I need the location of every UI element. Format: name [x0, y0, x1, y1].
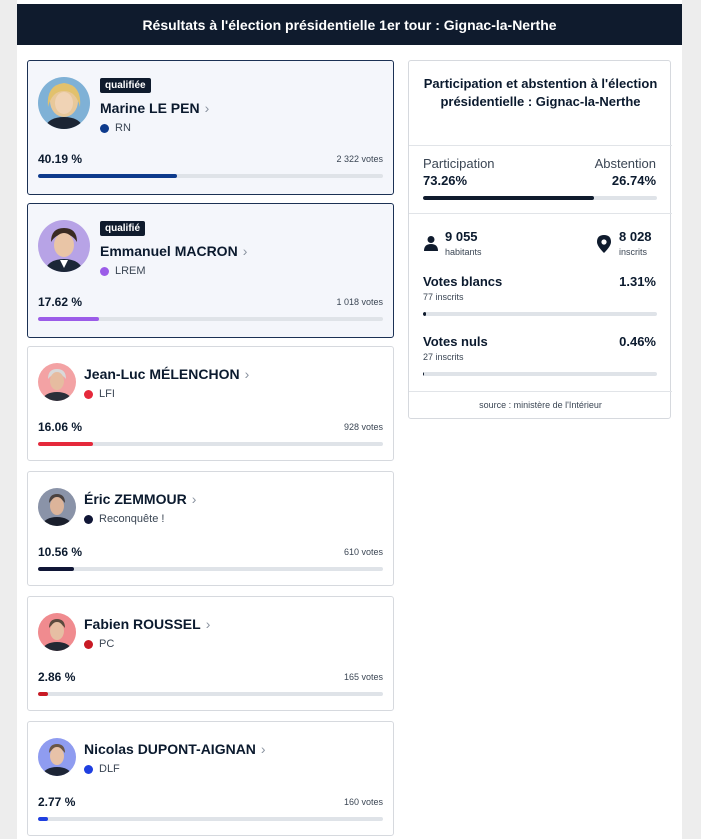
votes-nuls-label: Votes nuls: [423, 334, 488, 349]
habitants-value: 9 055: [445, 229, 478, 244]
party-color-dot: [84, 514, 93, 524]
candidate-party: RN: [100, 122, 131, 134]
candidate-photo: [38, 488, 76, 526]
chevron-right-icon: ›: [204, 100, 210, 116]
party-color-dot: [84, 764, 93, 774]
candidate-photo: [38, 738, 76, 776]
result-bar: [38, 692, 383, 696]
candidate-party: LFI: [84, 388, 115, 400]
chevron-right-icon: ›: [205, 616, 211, 632]
party-color-dot: [84, 639, 93, 649]
divider: [409, 213, 672, 214]
candidate-name[interactable]: Éric ZEMMOUR ›: [84, 491, 197, 507]
results-page: Résultats à l'élection présidentielle 1e…: [17, 0, 682, 839]
inscrits-label: inscrits: [619, 247, 648, 257]
candidate-votes: 928 votes: [343, 422, 383, 432]
result-bar-fill: [38, 442, 94, 446]
candidate-party: LREM: [100, 265, 146, 277]
candidate-votes: 165 votes: [343, 672, 383, 682]
result-bar-fill: [38, 567, 75, 571]
candidate-name[interactable]: Marine LE PEN ›: [100, 100, 210, 116]
chevron-right-icon: ›: [242, 243, 248, 259]
result-bar-fill: [38, 817, 48, 821]
divider: [409, 391, 672, 392]
result-bar: [38, 174, 383, 178]
location-pin-icon: [597, 235, 611, 253]
result-bar: [38, 442, 383, 446]
votes-blancs-bar: [423, 312, 657, 316]
votes-blancs-label: Votes blancs: [423, 274, 503, 289]
inscrits-value: 8 028: [619, 229, 652, 244]
divider: [409, 145, 672, 146]
votes-blancs-bar-fill: [423, 312, 427, 316]
result-bar: [38, 567, 383, 571]
votes-blancs-value: 1.31%: [619, 274, 656, 289]
result-bar-fill: [38, 692, 48, 696]
candidate-name[interactable]: Fabien ROUSSEL ›: [84, 616, 211, 632]
participation-label: Participation: [423, 156, 495, 171]
candidate-photo: [38, 220, 90, 272]
candidate-votes: 610 votes: [343, 547, 383, 557]
party-color-dot: [84, 389, 93, 399]
result-bar: [38, 317, 383, 321]
candidate-card-melenchon[interactable]: Jean-Luc MÉLENCHON › LFI 16.06 % 928 vote…: [27, 346, 394, 461]
candidate-name[interactable]: Jean-Luc MÉLENCHON ›: [84, 366, 250, 382]
party-color-dot: [100, 123, 109, 133]
candidate-percent: 17.62 %: [38, 295, 83, 309]
candidate-card-zemmour[interactable]: Éric ZEMMOUR › Reconquête ! 10.56 % 610 v…: [27, 471, 394, 586]
party-color-dot: [100, 266, 109, 276]
candidate-votes: 1 018 votes: [336, 297, 383, 307]
source-note: source : ministère de l'Intérieur: [479, 400, 602, 410]
chevron-right-icon: ›: [191, 491, 197, 507]
participation-value: 73.26%: [423, 173, 468, 188]
qualified-badge: qualifié: [100, 221, 146, 236]
votes-blancs-inscrits: 77 inscrits: [423, 292, 464, 302]
candidate-votes: 2 322 votes: [336, 154, 383, 164]
participation-panel: Participation et abstention à l'élection…: [408, 60, 672, 419]
candidate-photo: [38, 77, 90, 129]
participation-bar-fill: [423, 196, 595, 200]
candidate-percent: 10.56 %: [38, 545, 83, 559]
participation-title: Participation et abstention à l'élection…: [423, 76, 658, 109]
candidate-party: Reconquête !: [84, 513, 164, 525]
candidate-card-macron[interactable]: qualifié Emmanuel MACRON › LREM 17.62 % 1…: [27, 203, 394, 338]
candidate-card-roussel[interactable]: Fabien ROUSSEL › PC 2.86 % 165 votes: [27, 596, 394, 711]
page-title: Résultats à l'élection présidentielle 1e…: [142, 16, 557, 33]
candidate-percent: 16.06 %: [38, 420, 83, 434]
candidate-photo: [38, 363, 76, 401]
result-bar-fill: [38, 317, 99, 321]
votes-nuls-value: 0.46%: [619, 334, 656, 349]
candidate-votes: 160 votes: [343, 797, 383, 807]
abstention-value: 26.74%: [611, 173, 656, 188]
chevron-right-icon: ›: [244, 366, 250, 382]
person-icon: [423, 235, 439, 251]
abstention-label: Abstention: [594, 156, 656, 171]
candidate-photo: [38, 613, 76, 651]
habitants-label: habitants: [445, 247, 482, 257]
page-title-banner: Résultats à l'élection présidentielle 1e…: [17, 4, 682, 45]
qualified-badge: qualifiée: [100, 78, 151, 93]
chevron-right-icon: ›: [260, 741, 266, 757]
result-bar-fill: [38, 174, 177, 178]
candidate-percent: 2.86 %: [38, 670, 76, 684]
candidate-percent: 40.19 %: [38, 152, 83, 166]
candidate-card-le-pen[interactable]: qualifiée Marine LE PEN › RN 40.19 % 2 32…: [27, 60, 394, 195]
candidate-name[interactable]: Emmanuel MACRON ›: [100, 243, 248, 259]
candidate-name[interactable]: Nicolas DUPONT-AIGNAN ›: [84, 741, 266, 757]
candidate-percent: 2.77 %: [38, 795, 76, 809]
candidate-card-dupont-aignan[interactable]: Nicolas DUPONT-AIGNAN › DLF 2.77 % 160 vo…: [27, 721, 394, 836]
candidate-party: DLF: [84, 763, 120, 775]
result-bar: [38, 817, 383, 821]
participation-bar: [423, 196, 657, 200]
votes-nuls-bar-fill: [423, 372, 425, 376]
votes-nuls-inscrits: 27 inscrits: [423, 352, 464, 362]
votes-nuls-bar: [423, 372, 657, 376]
candidate-party: PC: [84, 638, 114, 650]
